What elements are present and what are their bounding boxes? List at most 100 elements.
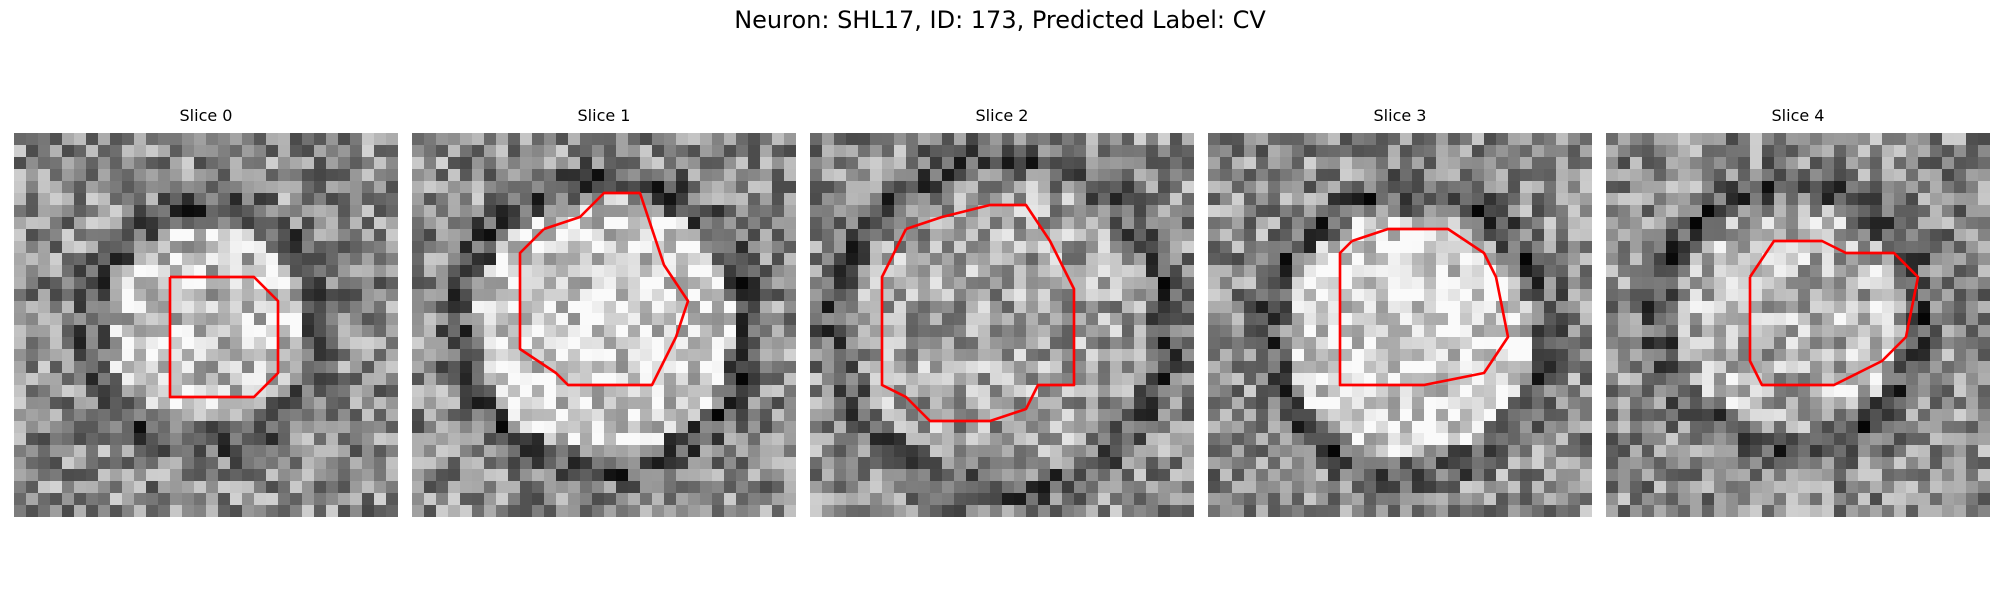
- pixel: [170, 157, 183, 170]
- pixel: [664, 157, 677, 170]
- pixel: [1134, 181, 1147, 194]
- pixel: [942, 157, 955, 170]
- pixel: [134, 157, 147, 170]
- pixel: [688, 277, 701, 290]
- pixel: [1424, 337, 1437, 350]
- pixel: [1220, 361, 1233, 374]
- pixel: [1220, 265, 1233, 278]
- pixel: [448, 265, 461, 278]
- pixel: [1774, 421, 1787, 434]
- pixel: [906, 337, 919, 350]
- pixel: [1774, 289, 1787, 302]
- segmentation-contour: [880, 203, 1076, 423]
- pixel: [424, 337, 437, 350]
- pixel: [1050, 481, 1063, 494]
- pixel: [1810, 337, 1823, 350]
- pixel: [1170, 469, 1183, 482]
- pixel: [1436, 337, 1449, 350]
- pixel: [784, 313, 796, 326]
- pixel: [350, 133, 363, 146]
- pixel: [1268, 301, 1281, 314]
- pixel: [1014, 277, 1027, 290]
- pixel: [604, 433, 617, 446]
- pixel: [810, 481, 823, 494]
- pixel: [1942, 325, 1955, 338]
- pixel: [748, 241, 761, 254]
- pixel: [278, 145, 291, 158]
- slice-title: Slice 0: [179, 106, 233, 125]
- pixel: [870, 349, 883, 362]
- pixel: [1544, 289, 1557, 302]
- pixel: [1256, 169, 1269, 182]
- pixel: [882, 409, 895, 422]
- pixel: [870, 409, 883, 422]
- pixel: [1062, 349, 1075, 362]
- pixel: [930, 157, 943, 170]
- pixel: [158, 505, 171, 517]
- pixel: [1400, 217, 1413, 230]
- pixel: [1786, 313, 1799, 326]
- pixel: [1472, 205, 1485, 218]
- pixel: [412, 433, 425, 446]
- pixel: [834, 169, 847, 182]
- pixel: [1508, 409, 1521, 422]
- pixel: [1146, 445, 1159, 458]
- pixel: [1400, 169, 1413, 182]
- pixel: [978, 313, 991, 326]
- pixel: [1074, 253, 1087, 266]
- pixel: [1930, 301, 1943, 314]
- pixel: [930, 421, 943, 434]
- pixel: [918, 505, 931, 517]
- pixel: [1062, 133, 1075, 146]
- pixel: [472, 493, 485, 506]
- pixel: [1484, 277, 1497, 290]
- pixel: [460, 421, 473, 434]
- pixel: [1038, 157, 1051, 170]
- pixel: [1158, 493, 1171, 506]
- pixel: [628, 361, 641, 374]
- pixel: [1328, 373, 1341, 386]
- pixel: [1666, 229, 1679, 242]
- pixel: [858, 433, 871, 446]
- pixel: [1244, 397, 1257, 410]
- pixel: [1412, 421, 1425, 434]
- pixel: [158, 241, 171, 254]
- pixel: [1870, 241, 1883, 254]
- pixel: [1146, 133, 1159, 146]
- pixel: [1448, 421, 1461, 434]
- pixel: [290, 145, 303, 158]
- pixel: [266, 265, 279, 278]
- pixel: [676, 349, 689, 362]
- pixel: [810, 421, 823, 434]
- pixel: [1654, 397, 1667, 410]
- pixel: [918, 349, 931, 362]
- pixel: [1328, 349, 1341, 362]
- pixel: [1400, 229, 1413, 242]
- pixel: [1376, 505, 1389, 517]
- pixel: [1786, 205, 1799, 218]
- pixel: [1050, 505, 1063, 517]
- pixel: [1026, 265, 1039, 278]
- pixel: [1134, 469, 1147, 482]
- pixel: [146, 169, 159, 182]
- pixel: [628, 217, 641, 230]
- pixel: [1580, 349, 1592, 362]
- pixel: [1606, 409, 1619, 422]
- pixel: [846, 289, 859, 302]
- pixel: [1568, 241, 1581, 254]
- pixel: [146, 337, 159, 350]
- pixel: [676, 265, 689, 278]
- pixel: [736, 409, 749, 422]
- pixel: [314, 397, 327, 410]
- pixel: [846, 157, 859, 170]
- pixel: [810, 313, 823, 326]
- pixel: [1220, 229, 1233, 242]
- pixel: [1942, 349, 1955, 362]
- pixel: [1182, 229, 1194, 242]
- pixel: [448, 217, 461, 230]
- pixel: [1630, 313, 1643, 326]
- pixel: [1978, 145, 1990, 158]
- pixel: [230, 181, 243, 194]
- pixel: [1858, 433, 1871, 446]
- pixel: [930, 301, 943, 314]
